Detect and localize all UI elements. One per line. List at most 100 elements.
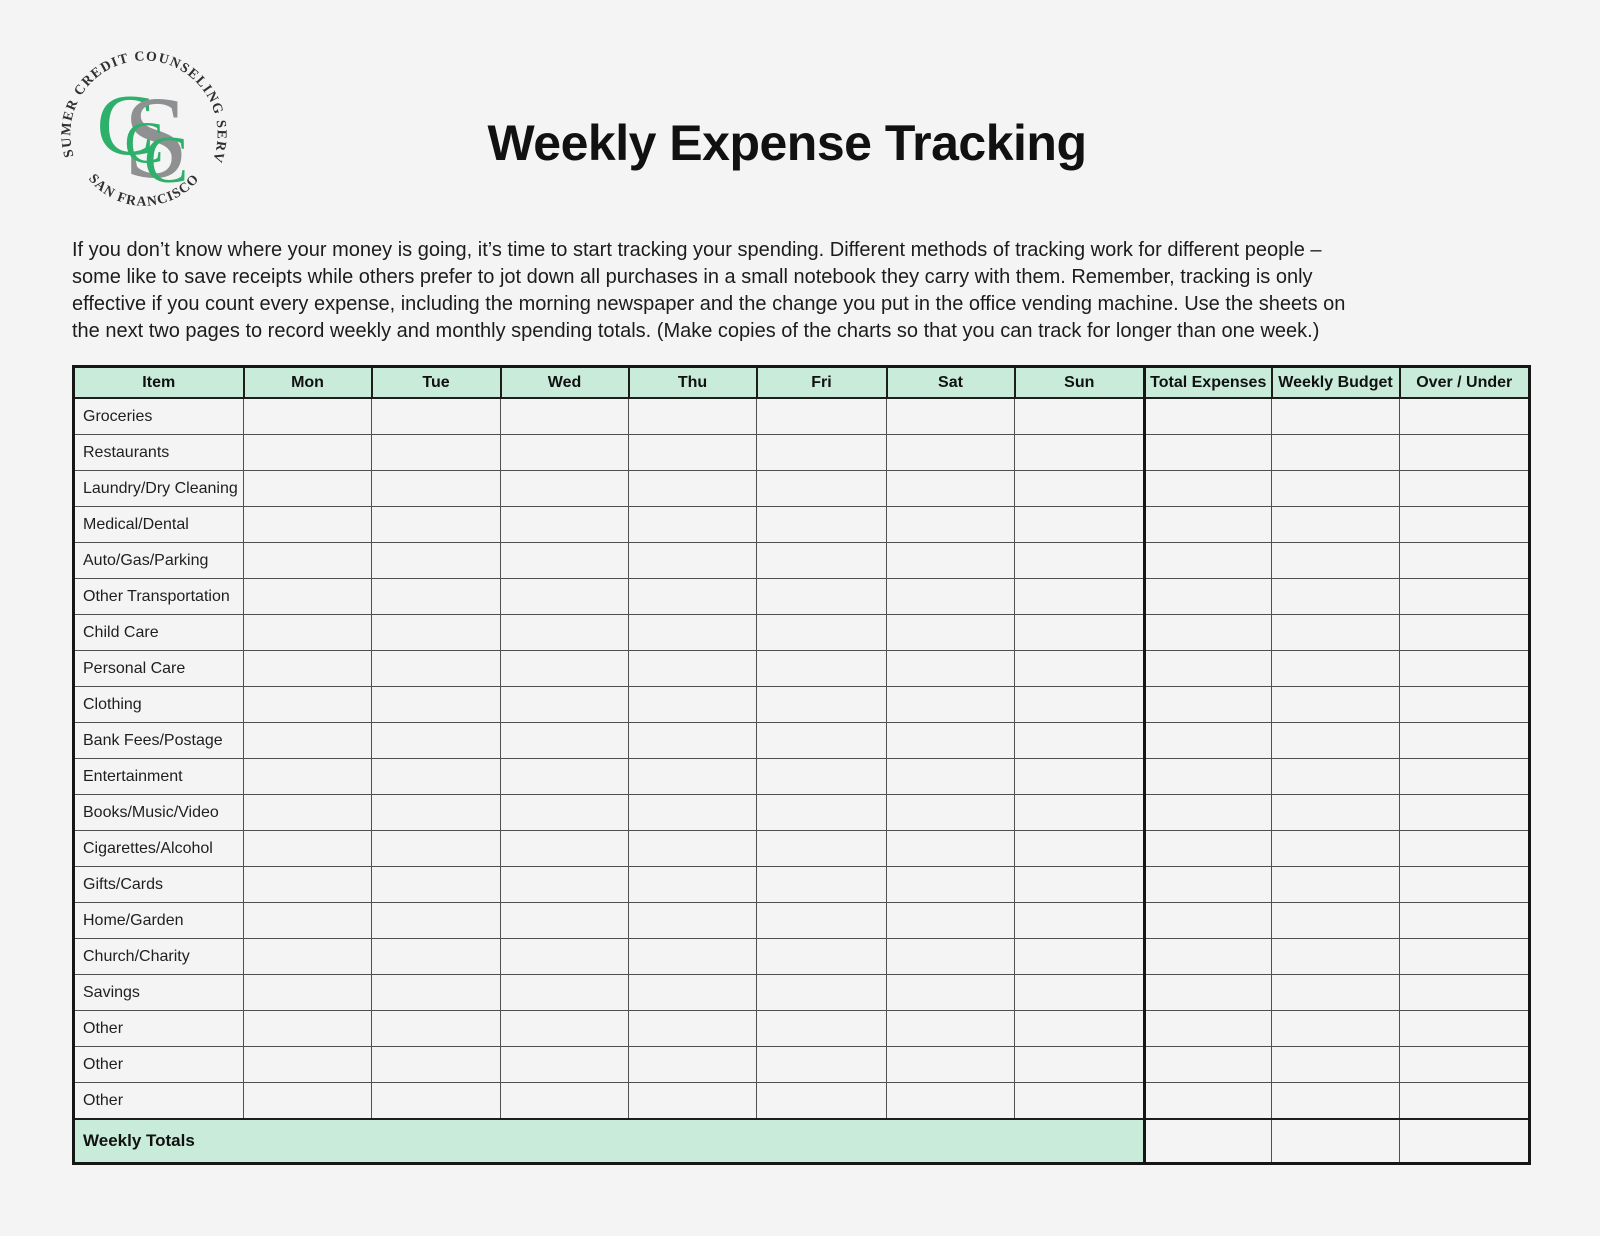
day-expense-cell bbox=[1014, 974, 1145, 1011]
day-expense-cell bbox=[371, 794, 501, 831]
day-expense-cell bbox=[500, 542, 629, 579]
row-label: Other bbox=[73, 1082, 244, 1120]
logo-monogram-c1: C bbox=[96, 76, 154, 173]
expense-row: Clothing bbox=[73, 686, 1530, 723]
total-expenses-cell bbox=[1143, 542, 1272, 579]
total-expenses-cell bbox=[1143, 866, 1272, 903]
expense-row: Bank Fees/Postage bbox=[73, 722, 1530, 759]
expense-table: Item Mon Tue Wed Thu Fri Sat Sun Total Expenses W… bbox=[72, 365, 1531, 1165]
day-expense-cell bbox=[243, 397, 372, 435]
day-expense-cell bbox=[886, 722, 1015, 759]
day-expense-cell bbox=[886, 794, 1015, 831]
day-expense-cell bbox=[756, 974, 887, 1011]
column-header: Fri bbox=[755, 365, 888, 399]
day-expense-cell bbox=[371, 397, 501, 435]
day-expense-cell bbox=[500, 578, 629, 615]
day-expense-cell bbox=[371, 830, 501, 867]
day-expense-cell bbox=[756, 650, 887, 687]
day-expense-cell bbox=[500, 614, 629, 651]
row-label: Other bbox=[73, 1046, 244, 1083]
day-expense-cell bbox=[500, 650, 629, 687]
day-expense-cell bbox=[628, 794, 757, 831]
row-label: Personal Care bbox=[73, 650, 244, 687]
total-expenses-cell bbox=[1143, 686, 1272, 723]
day-expense-cell bbox=[756, 578, 887, 615]
weekly-budget-cell bbox=[1271, 650, 1400, 687]
total-expenses-cell bbox=[1143, 938, 1272, 975]
column-header: Tue bbox=[370, 365, 502, 399]
table-footer: Weekly Totals bbox=[73, 1118, 1530, 1164]
day-expense-cell bbox=[243, 1010, 372, 1047]
over-under-cell bbox=[1399, 722, 1530, 759]
day-expense-cell bbox=[500, 866, 629, 903]
over-under-cell bbox=[1399, 902, 1530, 939]
weekly-budget-cell bbox=[1271, 1046, 1400, 1083]
over-under-cell bbox=[1399, 686, 1530, 723]
day-expense-cell bbox=[886, 974, 1015, 1011]
day-expense-cell bbox=[371, 614, 501, 651]
day-expense-cell bbox=[1014, 397, 1145, 435]
table-header-row: Item Mon Tue Wed Thu Fri Sat Sun Total Expenses W… bbox=[72, 365, 1531, 399]
day-expense-cell bbox=[1014, 902, 1145, 939]
over-under-cell bbox=[1399, 938, 1530, 975]
over-under-cell bbox=[1399, 1010, 1530, 1047]
day-expense-cell bbox=[243, 650, 372, 687]
day-expense-cell bbox=[886, 614, 1015, 651]
day-expense-cell bbox=[243, 578, 372, 615]
day-expense-cell bbox=[756, 434, 887, 471]
row-label: Other bbox=[73, 1010, 244, 1047]
expense-row: Restaurants bbox=[73, 434, 1530, 471]
weekly-budget-cell bbox=[1271, 974, 1400, 1011]
weekly-budget-cell bbox=[1271, 830, 1400, 867]
expense-row: Laundry/Dry Cleaning bbox=[73, 470, 1530, 507]
over-under-cell bbox=[1399, 866, 1530, 903]
row-label: Savings bbox=[73, 974, 244, 1011]
total-expenses-total-cell bbox=[1143, 1118, 1272, 1164]
day-expense-cell bbox=[243, 758, 372, 795]
day-expense-cell bbox=[1014, 470, 1145, 507]
total-expenses-cell bbox=[1143, 650, 1272, 687]
day-expense-cell bbox=[500, 1046, 629, 1083]
day-expense-cell bbox=[756, 686, 887, 723]
day-expense-cell bbox=[500, 1082, 629, 1120]
column-header: Weekly Budget bbox=[1270, 365, 1401, 399]
day-expense-cell bbox=[371, 758, 501, 795]
row-label: Books/Music/Video bbox=[73, 794, 244, 831]
row-label: Groceries bbox=[73, 397, 244, 435]
weekly-budget-cell bbox=[1271, 758, 1400, 795]
day-expense-cell bbox=[628, 974, 757, 1011]
total-expenses-cell bbox=[1143, 830, 1272, 867]
expense-row: Other bbox=[73, 1046, 1530, 1083]
day-expense-cell bbox=[371, 470, 501, 507]
expense-row: Entertainment bbox=[73, 758, 1530, 795]
row-label: Laundry/Dry Cleaning bbox=[73, 470, 244, 507]
day-expense-cell bbox=[371, 578, 501, 615]
day-expense-cell bbox=[628, 1082, 757, 1120]
day-expense-cell bbox=[500, 902, 629, 939]
day-expense-cell bbox=[628, 686, 757, 723]
day-expense-cell bbox=[500, 434, 629, 471]
day-expense-cell bbox=[500, 506, 629, 543]
day-expense-cell bbox=[500, 794, 629, 831]
over-under-cell bbox=[1399, 470, 1530, 507]
logo-monogram-c3: C bbox=[144, 124, 188, 197]
day-expense-cell bbox=[371, 902, 501, 939]
day-expense-cell bbox=[1014, 1010, 1145, 1047]
day-expense-cell bbox=[628, 1010, 757, 1047]
day-expense-cell bbox=[1014, 1046, 1145, 1083]
day-expense-cell bbox=[243, 722, 372, 759]
expense-row: Other bbox=[73, 1082, 1530, 1120]
day-expense-cell bbox=[756, 1010, 887, 1047]
total-expenses-cell bbox=[1143, 722, 1272, 759]
over-under-total-cell bbox=[1399, 1118, 1530, 1164]
over-under-cell bbox=[1399, 542, 1530, 579]
column-header: Sun bbox=[1013, 365, 1146, 399]
day-expense-cell bbox=[756, 506, 887, 543]
day-expense-cell bbox=[756, 542, 887, 579]
day-expense-cell bbox=[371, 866, 501, 903]
day-expense-cell bbox=[756, 830, 887, 867]
day-expense-cell bbox=[756, 722, 887, 759]
day-expense-cell bbox=[1014, 542, 1145, 579]
expense-row: Other bbox=[73, 1010, 1530, 1047]
day-expense-cell bbox=[371, 686, 501, 723]
